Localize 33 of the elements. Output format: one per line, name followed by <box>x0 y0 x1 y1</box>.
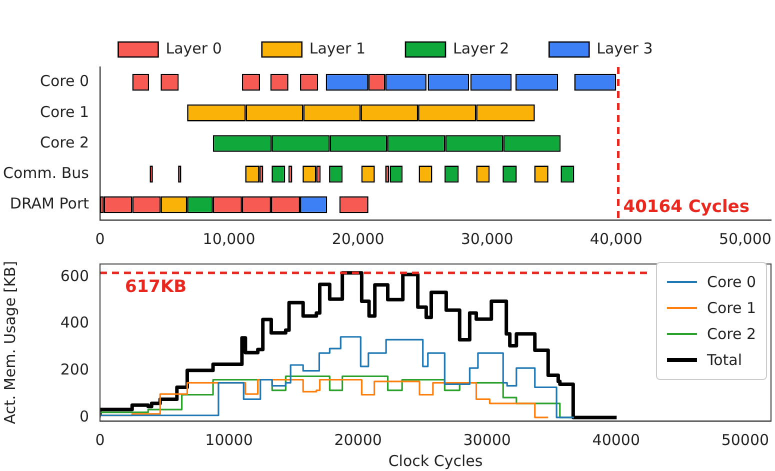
x-tick-label: 30,000 <box>460 230 514 248</box>
y-tick-label: 0 <box>79 407 89 426</box>
legend-label: Core 1 <box>706 298 756 319</box>
x-tick-label: 20,000 <box>332 230 384 248</box>
legend-label: Layer 2 <box>453 39 510 58</box>
x-tick-label: 30000 <box>463 430 511 449</box>
x-tick-label: 0 <box>95 230 105 248</box>
y-tick-label: 400 <box>60 314 89 332</box>
x-tick-label: 20000 <box>334 430 382 449</box>
ref-line-label: 40164 Cycles <box>623 196 750 217</box>
legend-label: Layer 3 <box>596 39 653 58</box>
y-tick-label: Comm. Bus <box>2 164 90 182</box>
y-tick-label: Core 2 <box>40 133 89 152</box>
legend-label: Layer 0 <box>166 39 222 58</box>
x-tick-label: 10,000 <box>202 230 256 248</box>
ref-line-label: 617KB <box>125 276 187 297</box>
x-tick-label: 10000 <box>205 430 253 449</box>
legend-label: Total <box>706 350 742 371</box>
x-axis-title: Clock Cycles <box>388 452 483 470</box>
y-axis-title: Act. Mem. Usage [KB] <box>0 260 19 424</box>
x-tick-label: 0 <box>95 430 105 449</box>
x-tick-label: 50,000 <box>718 230 772 248</box>
x-tick-label: 40,000 <box>590 230 642 248</box>
y-tick-label: 200 <box>60 360 89 379</box>
y-tick-label: DRAM Port <box>10 194 90 213</box>
y-tick-label: Core 0 <box>40 72 89 90</box>
x-tick-label: 50000 <box>721 430 770 449</box>
legend-label: Layer 1 <box>309 39 366 58</box>
legend-label: Core 0 <box>706 272 756 293</box>
y-tick-label: 600 <box>60 266 89 285</box>
legend-label: Core 2 <box>706 324 756 345</box>
x-tick-label: 40000 <box>592 430 640 449</box>
y-tick-label: Core 1 <box>40 102 89 121</box>
